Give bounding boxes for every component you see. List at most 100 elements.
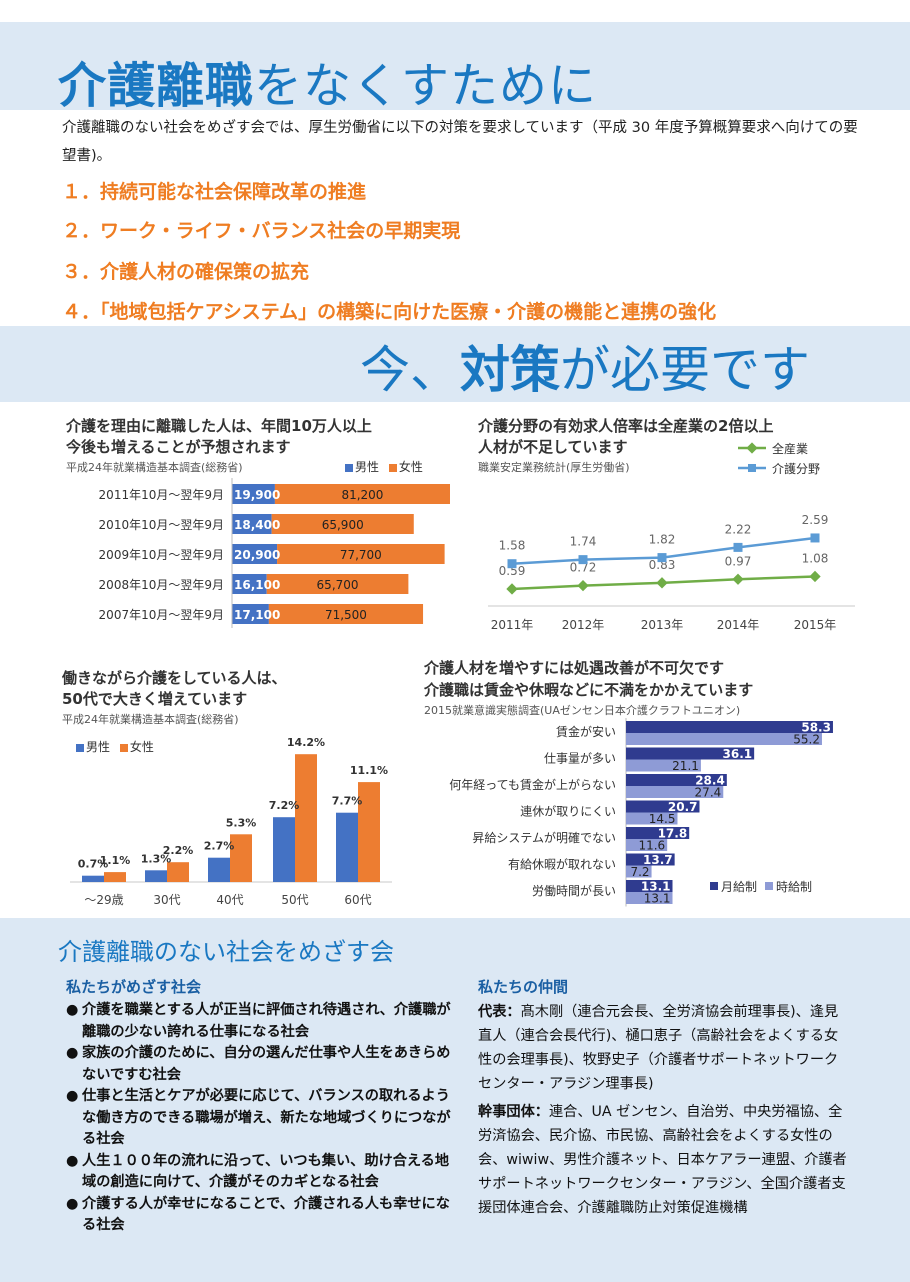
chart4-category-label: 労働時間が長い <box>532 883 616 898</box>
chart3-value-female: 11.1% <box>350 764 388 777</box>
chart2-title-line2: 人材が不足しています <box>478 438 628 456</box>
chart4-bar-monthly <box>626 774 727 786</box>
chart4-bar-hourly <box>626 839 668 851</box>
chart1-bar-male <box>232 604 269 624</box>
chart2-point-care <box>733 542 743 552</box>
chart1-legend: 男性 女性 <box>345 458 423 475</box>
chart4-title-line2: 介護職は賃金や休暇などに不満をかかえています <box>424 681 754 699</box>
chart1-bar-female <box>271 514 414 534</box>
chart-job-openings: 2011年 2012年 2013年 2014年 2015年 0.59 0.72 0.83 0.9… <box>488 441 855 632</box>
chart2-data-label: 1.82 <box>649 533 676 547</box>
chart3-value-male: 7.7% <box>332 795 363 808</box>
intro-text: 介護離職のない社会をめざす会では、厚生労働省に以下の対策を要求しています（平成 … <box>62 120 858 164</box>
chart4-bar-hourly <box>626 733 822 745</box>
goal-text: 仕事と生活とケアが必要に応じて、バランスの取れるような働き方のできる職場が増え、… <box>82 1088 451 1147</box>
org-heading: 介護離職のない社会をめざす会 <box>58 938 394 966</box>
chart3-bar-male <box>208 857 230 882</box>
chart2-point-all-industries <box>506 583 518 595</box>
goal-item: ● 仕事と生活とケアが必要に応じて、バランスの取れるような働き方のできる職場が増え… <box>66 1086 456 1151</box>
page-title: 介護離職をなくすために <box>58 46 597 116</box>
chart3-x-tick-label: 60代 <box>344 893 371 907</box>
banner2-pre: 今、 <box>360 341 460 399</box>
chart-resignations: 2011年10月～翌年9月 19,900 81,200 2010年10月～翌年9月 18… <box>99 478 450 628</box>
chart1-legend-female: 女性 <box>398 460 423 474</box>
header-band <box>0 22 910 110</box>
chart2-legend-label: 介護分野 <box>772 461 820 476</box>
goal-text: 家族の介護のために、自分の選んだ仕事や人生をあきらめないですむ社会 <box>82 1045 451 1083</box>
chart1-category-label: 2007年10月～翌年9月 <box>99 608 224 622</box>
chart3-bar-female <box>230 834 252 882</box>
chart3-value-male: 2.7% <box>204 840 235 853</box>
chart3-source: 平成24年就業構造基本調査(総務省) <box>62 713 239 726</box>
chart1-bar-female <box>268 604 424 624</box>
chart3-value-female: 5.3% <box>226 816 257 829</box>
chart4-bar-hourly <box>626 759 701 772</box>
group-label: 幹事団体： <box>478 1104 549 1120</box>
chart4-value-hourly: 7.2 <box>630 865 649 879</box>
request-item-1: １．持続可能な社会保障改革の推進 <box>62 181 367 203</box>
chart1-value-female: 71,500 <box>325 608 367 622</box>
chart3-value-male: 0.7% <box>78 858 109 871</box>
members-title: 私たちの仲間 <box>478 978 569 996</box>
chart3-bar-male <box>273 817 295 882</box>
chart-working-caregivers: ～29歳 0.7%1.1% 30代 1.3%2.2% 40代 2.7% 5.3% 50代 7.2… <box>70 736 392 907</box>
chart4-bar-hourly <box>626 865 652 878</box>
chart4-bar-monthly <box>626 853 675 866</box>
chart3-bar-female <box>104 872 126 882</box>
banner2-bold: 対策 <box>460 341 560 399</box>
chart4-bar-monthly <box>626 747 755 760</box>
chart4-category-label: 何年経っても賃金が上がらない <box>449 777 616 792</box>
chart3-value-female: 1.1% <box>100 854 131 867</box>
chart2-point-care <box>810 533 820 543</box>
chart4-value-monthly: 58.3 <box>801 721 831 735</box>
request-item-3: ３．介護人材の確保策の拡充 <box>62 261 310 283</box>
chart3-title-line1: 働きながら介護をしている人は、 <box>62 669 287 687</box>
chart4-legend-monthly-swatch <box>710 882 718 890</box>
chart1-bar-female <box>274 484 450 504</box>
chart2-title-line1: 介護分野の有効求人倍率は全産業の2倍以上 <box>478 417 774 435</box>
chart4-bar-monthly <box>626 827 690 839</box>
chart3-value-female: 2.2% <box>163 844 194 857</box>
chart4-value-monthly: 17.8 <box>658 827 688 841</box>
bullet-icon: ● <box>66 1195 79 1212</box>
chart1-legend-male: 男性 <box>355 460 380 474</box>
chart3-legend-male-swatch <box>76 743 84 752</box>
banner2-title: 今、対策が必要です <box>360 330 810 402</box>
chart1-legend-male-swatch <box>345 463 353 472</box>
chart1-value-female: 81,200 <box>341 488 383 502</box>
chart4-value-hourly: 14.5 <box>649 812 676 826</box>
chart4-value-monthly: 13.7 <box>643 853 673 867</box>
chart4-legend-hourly: 時給制 <box>776 880 812 894</box>
chart1-value-male: 16,100 <box>234 578 280 592</box>
chart4-value-hourly: 11.6 <box>638 839 665 853</box>
banner2-band <box>0 326 910 402</box>
chart3-bar-female <box>358 782 380 882</box>
group-text: 連合、UA ゼンセン、自治労、中央労福協、全労済協会、民介協、市民協、高齢社会を… <box>478 1104 847 1216</box>
chart1-title-line2: 今後も増えることが予想されます <box>66 438 291 456</box>
chart1-title-line1: 介護を理由に離職した人は、年間10万人以上 <box>66 417 372 435</box>
chart2-data-label: 2.22 <box>725 522 752 536</box>
chart1-bar-male <box>232 484 275 504</box>
members-block: 代表：髙木剛（連合元会長、全労済協会前理事長)、逢見直人（連合会長代行)、樋口恵… <box>478 1000 848 1224</box>
chart4-category-label: 連休が取りにくい <box>520 804 616 819</box>
chart2-x-tick-label: 2015年 <box>794 618 837 632</box>
chart1-value-male: 19,900 <box>234 488 280 502</box>
chart3-legend: 男性 女性 <box>76 738 154 755</box>
chart4-category-label: 仕事量が多い <box>544 751 616 766</box>
chart2-x-tick-label: 2014年 <box>717 618 760 632</box>
chart2-point-care <box>507 559 517 569</box>
page-title-rest: をなくすために <box>254 58 598 114</box>
chart3-bar-male <box>145 870 167 882</box>
chart2-point-all-industries <box>732 573 744 585</box>
chart1-legend-female-swatch <box>388 463 397 472</box>
chart2-data-label: 0.83 <box>649 558 676 572</box>
rep-text: 髙木剛（連合元会長、全労済協会前理事長)、逢見直人（連合会長代行)、樋口恵子（高… <box>478 1004 839 1092</box>
chart3-x-tick-label: 40代 <box>216 893 243 907</box>
request-item-4: ４．「地域包括ケアシステム」の構築に向けた医療・介護の機能と連携の強化 <box>62 301 717 323</box>
goal-item: ● 人生１００年の流れに沿って、いつも集い、助け合える地域の創造に向けて、介護がそ… <box>66 1151 456 1194</box>
chart3-value-female: 14.2% <box>287 736 325 749</box>
chart2-source: 職業安定業務統計(厚生労働省) <box>478 461 630 474</box>
groups: 幹事団体：連合、UA ゼンセン、自治労、中央労福協、全労済協会、民介協、市民協、… <box>478 1100 848 1220</box>
chart1-value-male: 20,900 <box>234 548 280 562</box>
chart1-category-label: 2008年10月～翌年9月 <box>99 578 224 592</box>
